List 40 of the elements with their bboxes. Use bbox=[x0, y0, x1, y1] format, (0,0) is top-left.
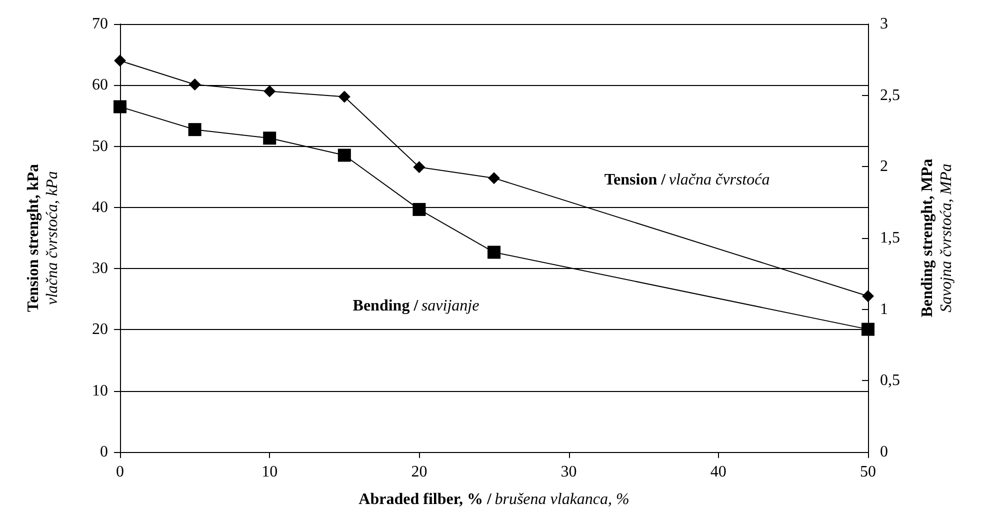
y2-axis-title: Bending strenght, MPa Savojna čvrstoća, MPa bbox=[919, 158, 955, 318]
x-tick-label: 20 bbox=[411, 464, 428, 480]
annotation: Bending / savijanje bbox=[352, 298, 480, 314]
point bbox=[412, 202, 426, 216]
y-tick-label: 70 bbox=[92, 16, 108, 32]
point bbox=[488, 172, 500, 184]
point bbox=[338, 90, 350, 103]
point bbox=[338, 148, 351, 162]
y2-tick-label: 0 bbox=[880, 444, 888, 460]
point bbox=[114, 100, 126, 114]
x-tick-label: 0 bbox=[116, 464, 124, 480]
y-tick-label: 30 bbox=[92, 260, 108, 278]
y-tick-label: 40 bbox=[92, 198, 108, 216]
point bbox=[862, 290, 874, 302]
y-tick-label: 20 bbox=[92, 321, 108, 338]
x-tick-label: 40 bbox=[710, 464, 726, 480]
y2-tick-label: 2 bbox=[880, 158, 888, 176]
y2-tick-label: 1 bbox=[880, 300, 888, 318]
y2-tick-label: 0,5 bbox=[880, 372, 900, 390]
point bbox=[488, 246, 500, 259]
point bbox=[413, 161, 426, 174]
point bbox=[862, 322, 874, 336]
y2-tick-label: 2,5 bbox=[880, 86, 900, 104]
x-tick-label: 10 bbox=[262, 464, 278, 480]
x-tick-label: 30 bbox=[560, 464, 577, 480]
y-tick-label: 60 bbox=[92, 76, 108, 94]
point bbox=[263, 132, 276, 145]
y-tick-label: 0 bbox=[100, 444, 108, 460]
point bbox=[114, 54, 126, 67]
point bbox=[188, 78, 201, 91]
x-tick-label: 50 bbox=[860, 464, 876, 480]
y-tick-label: 10 bbox=[92, 382, 108, 400]
y-tick-label: 50 bbox=[92, 138, 108, 155]
annotation: Tension / vlačna čvrstoća bbox=[604, 172, 770, 188]
y-axis-title: Tension strenght, kPa vlačna čvrstoća, kPa bbox=[25, 164, 61, 312]
point bbox=[264, 85, 276, 98]
y2-tick-label: 1,5 bbox=[880, 230, 900, 246]
point bbox=[188, 123, 202, 136]
y2-tick-label: 3 bbox=[880, 16, 888, 32]
x-axis-title: Abraded filber, % / brušena vlakanca, % bbox=[358, 491, 630, 508]
